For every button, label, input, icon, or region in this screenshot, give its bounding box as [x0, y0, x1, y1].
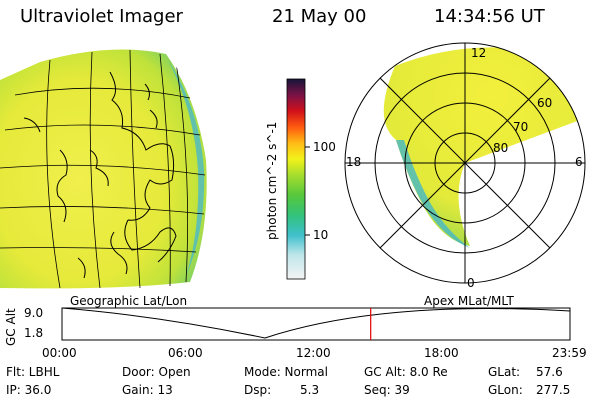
- glon-label: GLon:: [488, 383, 523, 397]
- glat-label: GLat:: [488, 365, 521, 379]
- coastline-map: [23, 71, 177, 279]
- colorbar-unit-label: photon cm^-2 s^-1: [265, 121, 279, 240]
- gain-readout: Gain: 13: [122, 383, 173, 397]
- geographic-image: [0, 49, 207, 289]
- auroral-emission-region: [0, 49, 207, 289]
- time-label: 14:34:56 UT: [434, 6, 545, 27]
- x-tick-1800: 18:00: [424, 346, 459, 360]
- dsp-label: Dsp:: [244, 383, 272, 397]
- x-tick-1200: 12:00: [296, 346, 331, 360]
- lat-label-60: 60: [537, 96, 553, 110]
- orbit-timeline: [61, 307, 571, 341]
- y-tick-top: 9.0: [24, 306, 44, 320]
- gc-alt-readout: GC Alt: 8.0 Re: [364, 365, 448, 379]
- ip-readout: IP: 36.0: [6, 383, 52, 397]
- polar-emission-edge: [396, 140, 470, 248]
- altitude-curve: [61, 307, 571, 339]
- y-axis-label: GC Alt: [4, 308, 18, 346]
- dsp-value: 5.3: [300, 383, 320, 397]
- mlt-label-12: 12: [471, 46, 487, 60]
- filter-readout: Flt: LBHL: [6, 365, 60, 379]
- app-title: Ultraviolet Imager: [20, 6, 183, 27]
- geographic-caption: Geographic Lat/Lon: [70, 294, 188, 308]
- door-readout: Door: Open: [122, 365, 191, 379]
- colorbar: [286, 78, 310, 280]
- glat-value: 57.6: [536, 365, 563, 379]
- lat-label-80: 80: [493, 141, 509, 155]
- polar-mlat-mlt-plot: [344, 42, 586, 284]
- date-label: 21 May 00: [272, 6, 367, 27]
- mlt-label-18: 18: [346, 155, 362, 169]
- seq-readout: Seq: 39: [364, 383, 410, 397]
- colorbar-tick-100: 100: [313, 140, 336, 154]
- x-tick-2359: 23:59: [552, 346, 587, 360]
- y-tick-bottom: 1.8: [24, 326, 44, 340]
- dayglow-edge: [168, 60, 205, 276]
- x-tick-0600: 06:00: [168, 346, 203, 360]
- lat-label-70: 70: [513, 120, 529, 134]
- apex-caption: Apex MLat/MLT: [424, 294, 514, 308]
- mlt-label-0: 0: [467, 276, 475, 290]
- colorbar-tick-10: 10: [313, 228, 329, 242]
- lat-lon-grid: [0, 49, 206, 289]
- x-tick-0000: 00:00: [42, 346, 77, 360]
- mlt-label-6: 6: [575, 155, 583, 169]
- glon-value: 277.5: [536, 383, 571, 397]
- mode-readout: Mode: Normal: [244, 365, 328, 379]
